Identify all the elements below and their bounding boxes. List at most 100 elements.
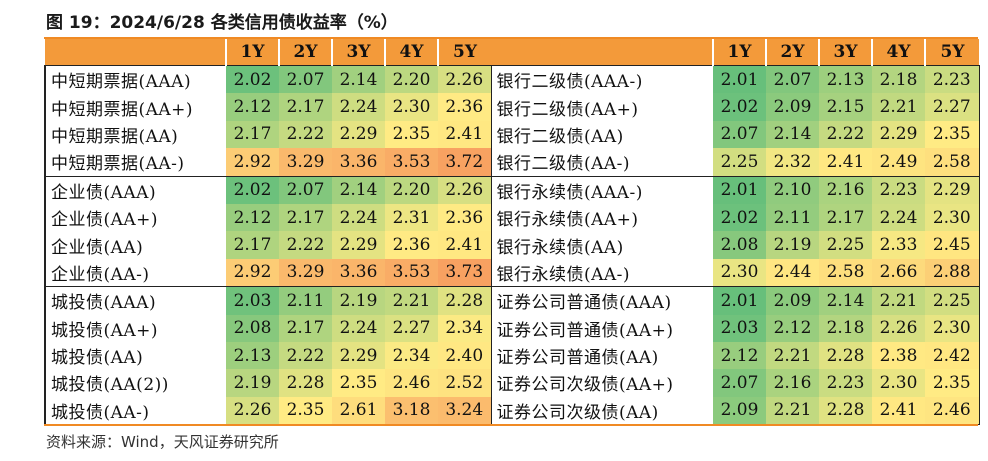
left-yield-cell: 2.17	[279, 203, 332, 232]
right-yield-cell: 2.49	[872, 148, 925, 177]
table-row: 企业债(AA) 2.17 2.22 2.29 2.36 2.41 银行永续债(AA) 2.08…	[44, 231, 980, 259]
right-yield-cell: 2.01	[713, 286, 766, 315]
left-yield-cell: 3.36	[332, 258, 385, 287]
right-row-label: 证券公司次级债(AA)	[490, 396, 713, 426]
right-yield-cell: 2.07	[766, 65, 819, 94]
left-yield-cell: 2.35	[279, 396, 332, 426]
right-yield-cell: 2.38	[872, 341, 925, 370]
left-row-label: 企业债(AA)	[44, 231, 226, 259]
table-row: 中短期票据(AA+) 2.12 2.17 2.24 2.30 2.36 银行二级债(AA+)…	[44, 93, 980, 121]
left-yield-cell: 3.18	[385, 396, 438, 426]
bottom-rule	[44, 424, 978, 426]
right-yield-cell: 2.21	[766, 396, 819, 426]
left-yield-cell: 2.92	[226, 148, 279, 177]
right-yield-cell: 2.46	[925, 396, 980, 426]
right-yield-cell: 2.12	[713, 341, 766, 370]
right-yield-cell: 2.02	[713, 203, 766, 232]
header-5y-right: 5Y	[924, 39, 979, 66]
right-row-label: 银行二级债(AA)	[490, 120, 713, 149]
right-yield-cell: 2.18	[819, 314, 872, 342]
right-yield-cell: 2.30	[925, 203, 980, 232]
left-yield-cell: 2.20	[385, 175, 438, 204]
source-note: 资料来源：Wind，天风证券研究所	[46, 433, 279, 451]
left-yield-cell: 2.27	[385, 314, 438, 342]
left-row-label: 中短期票据(AAA)	[44, 65, 226, 94]
header-3y-right: 3Y	[818, 39, 872, 66]
left-row-label: 城投债(AA(2))	[44, 369, 226, 397]
left-yield-cell: 2.24	[332, 314, 385, 342]
right-yield-cell: 2.21	[872, 93, 925, 121]
right-yield-cell: 2.27	[925, 93, 980, 121]
left-row-label: 企业债(AAA)	[44, 175, 226, 204]
right-yield-cell: 2.45	[925, 231, 980, 259]
right-yield-cell: 2.09	[766, 286, 819, 315]
right-yield-cell: 2.32	[766, 148, 819, 177]
right-row-label: 证券公司次级债(AA+)	[490, 369, 713, 397]
left-yield-cell: 2.20	[385, 65, 438, 94]
right-yield-cell: 2.16	[766, 369, 819, 397]
right-row-label: 银行永续债(AA)	[490, 231, 713, 259]
left-yield-cell: 2.12	[226, 93, 279, 121]
table-row: 企业债(AA-) 2.92 3.29 3.36 3.53 3.73 银行永续债(AA-) 2.…	[44, 258, 980, 287]
table-row: 城投债(AA+) 2.08 2.17 2.24 2.27 2.34 证券公司普通债(AA+)…	[44, 314, 980, 342]
right-yield-cell: 2.01	[713, 175, 766, 204]
right-yield-cell: 2.25	[713, 148, 766, 177]
left-yield-cell: 2.52	[438, 369, 491, 397]
left-yield-cell: 2.17	[279, 93, 332, 121]
left-row-label: 城投债(AA+)	[44, 314, 226, 342]
right-row-label: 证券公司普通债(AAA)	[490, 286, 713, 315]
right-yield-cell: 2.58	[819, 258, 872, 287]
left-yield-cell: 2.26	[438, 175, 491, 204]
right-yield-cell: 2.42	[925, 341, 980, 370]
header-4y-right: 4Y	[871, 39, 925, 66]
right-yield-cell: 2.10	[766, 175, 819, 204]
right-yield-cell: 2.25	[925, 286, 980, 315]
left-yield-cell: 3.29	[279, 258, 332, 287]
left-yield-cell: 2.26	[438, 65, 491, 94]
right-yield-cell: 2.14	[819, 286, 872, 315]
table-body: 中短期票据(AAA) 2.02 2.07 2.14 2.20 2.26 银行二级债(AAA-…	[44, 65, 980, 426]
left-yield-cell: 2.19	[226, 369, 279, 397]
right-yield-cell: 2.03	[713, 314, 766, 342]
table-row: 中短期票据(AAA) 2.02 2.07 2.14 2.20 2.26 银行二级债(AAA-…	[44, 65, 980, 94]
left-yield-cell: 2.17	[279, 314, 332, 342]
left-yield-cell: 2.34	[385, 341, 438, 370]
right-yield-cell: 2.22	[819, 120, 872, 149]
right-yield-cell: 2.28	[819, 396, 872, 426]
right-yield-cell: 2.12	[766, 314, 819, 342]
left-yield-cell: 2.41	[438, 120, 491, 149]
left-yield-cell: 2.31	[385, 203, 438, 232]
right-row-label: 银行二级债(AA+)	[490, 93, 713, 121]
right-yield-cell: 2.18	[872, 65, 925, 94]
right-yield-cell: 2.07	[713, 120, 766, 149]
right-row-label: 银行二级债(AA-)	[490, 148, 713, 177]
right-yield-cell: 2.02	[713, 93, 766, 121]
left-yield-cell: 2.28	[438, 286, 491, 315]
right-yield-cell: 2.29	[872, 120, 925, 149]
right-yield-cell: 2.19	[766, 231, 819, 259]
right-yield-cell: 2.16	[819, 175, 872, 204]
left-row-label: 企业债(AA+)	[44, 203, 226, 232]
right-row-label: 银行永续债(AA-)	[490, 258, 713, 287]
right-row-label: 银行二级债(AAA-)	[490, 65, 713, 94]
right-yield-cell: 2.30	[713, 258, 766, 287]
table-row: 城投债(AA(2)) 2.19 2.28 2.35 2.46 2.52 证券公司次级债(AA…	[44, 369, 980, 397]
left-yield-cell: 2.34	[438, 314, 491, 342]
right-yield-cell: 2.44	[766, 258, 819, 287]
right-yield-cell: 2.58	[925, 148, 980, 177]
left-yield-cell: 2.22	[279, 341, 332, 370]
header-1y-right: 1Y	[712, 39, 766, 66]
left-yield-cell: 3.24	[438, 396, 491, 426]
left-yield-cell: 2.35	[385, 120, 438, 149]
left-yield-cell: 2.28	[279, 369, 332, 397]
header-row: 1Y 2Y 3Y 4Y 5Y 1Y 2Y 3Y 4Y 5Y	[45, 39, 979, 66]
left-yield-cell: 2.22	[279, 231, 332, 259]
left-yield-cell: 2.07	[279, 175, 332, 204]
left-row-label: 城投债(AA-)	[44, 396, 226, 426]
header-blank-left	[45, 39, 226, 66]
header-2y-right: 2Y	[765, 39, 819, 66]
top-rule	[44, 37, 978, 39]
right-yield-cell: 2.88	[925, 258, 980, 287]
left-yield-cell: 3.53	[385, 258, 438, 287]
header-blank-right	[491, 39, 713, 66]
